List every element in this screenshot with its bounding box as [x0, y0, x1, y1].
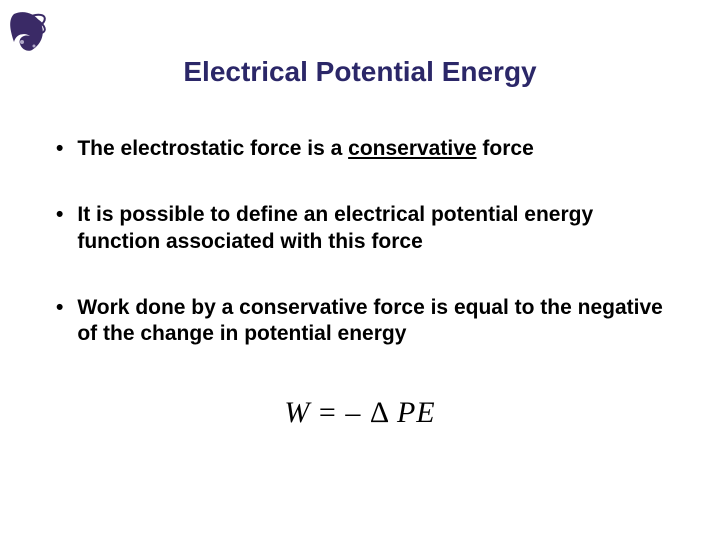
equation-delta: Δ [370, 396, 397, 429]
bullet-glyph: • [56, 202, 63, 228]
equation-w: W [284, 396, 310, 429]
bullet-text: Work done by a conservative force is equ… [77, 295, 666, 348]
logo [4, 4, 60, 60]
bullet-glyph: • [56, 295, 63, 321]
equation-minus: – [345, 396, 370, 429]
bullet-text-underlined: conservative [348, 137, 476, 160]
lizard-atom-icon [10, 11, 47, 51]
bullet-item: • It is possible to define an electrical … [56, 202, 666, 255]
bullet-list: • The electrostatic force is a conservati… [56, 136, 666, 347]
bullet-text-after: force [477, 137, 534, 160]
equation: W = – Δ PE [0, 396, 720, 430]
equation-pe: PE [397, 396, 436, 429]
bullet-item: • The electrostatic force is a conservati… [56, 136, 666, 162]
bullet-text: It is possible to define an electrical p… [77, 202, 666, 255]
bullet-item: • Work done by a conservative force is eq… [56, 295, 666, 348]
bullet-text-before: The electrostatic force is a [77, 137, 348, 160]
bullet-text-before: It is possible to define an electrical p… [77, 203, 593, 252]
bullet-text-before: Work done by a conservative force is equ… [77, 296, 662, 345]
slide-title: Electrical Potential Energy [0, 56, 720, 88]
bullet-text: The electrostatic force is a conservativ… [77, 136, 666, 162]
bullet-glyph: • [56, 136, 63, 162]
equation-equals: = [310, 396, 345, 429]
